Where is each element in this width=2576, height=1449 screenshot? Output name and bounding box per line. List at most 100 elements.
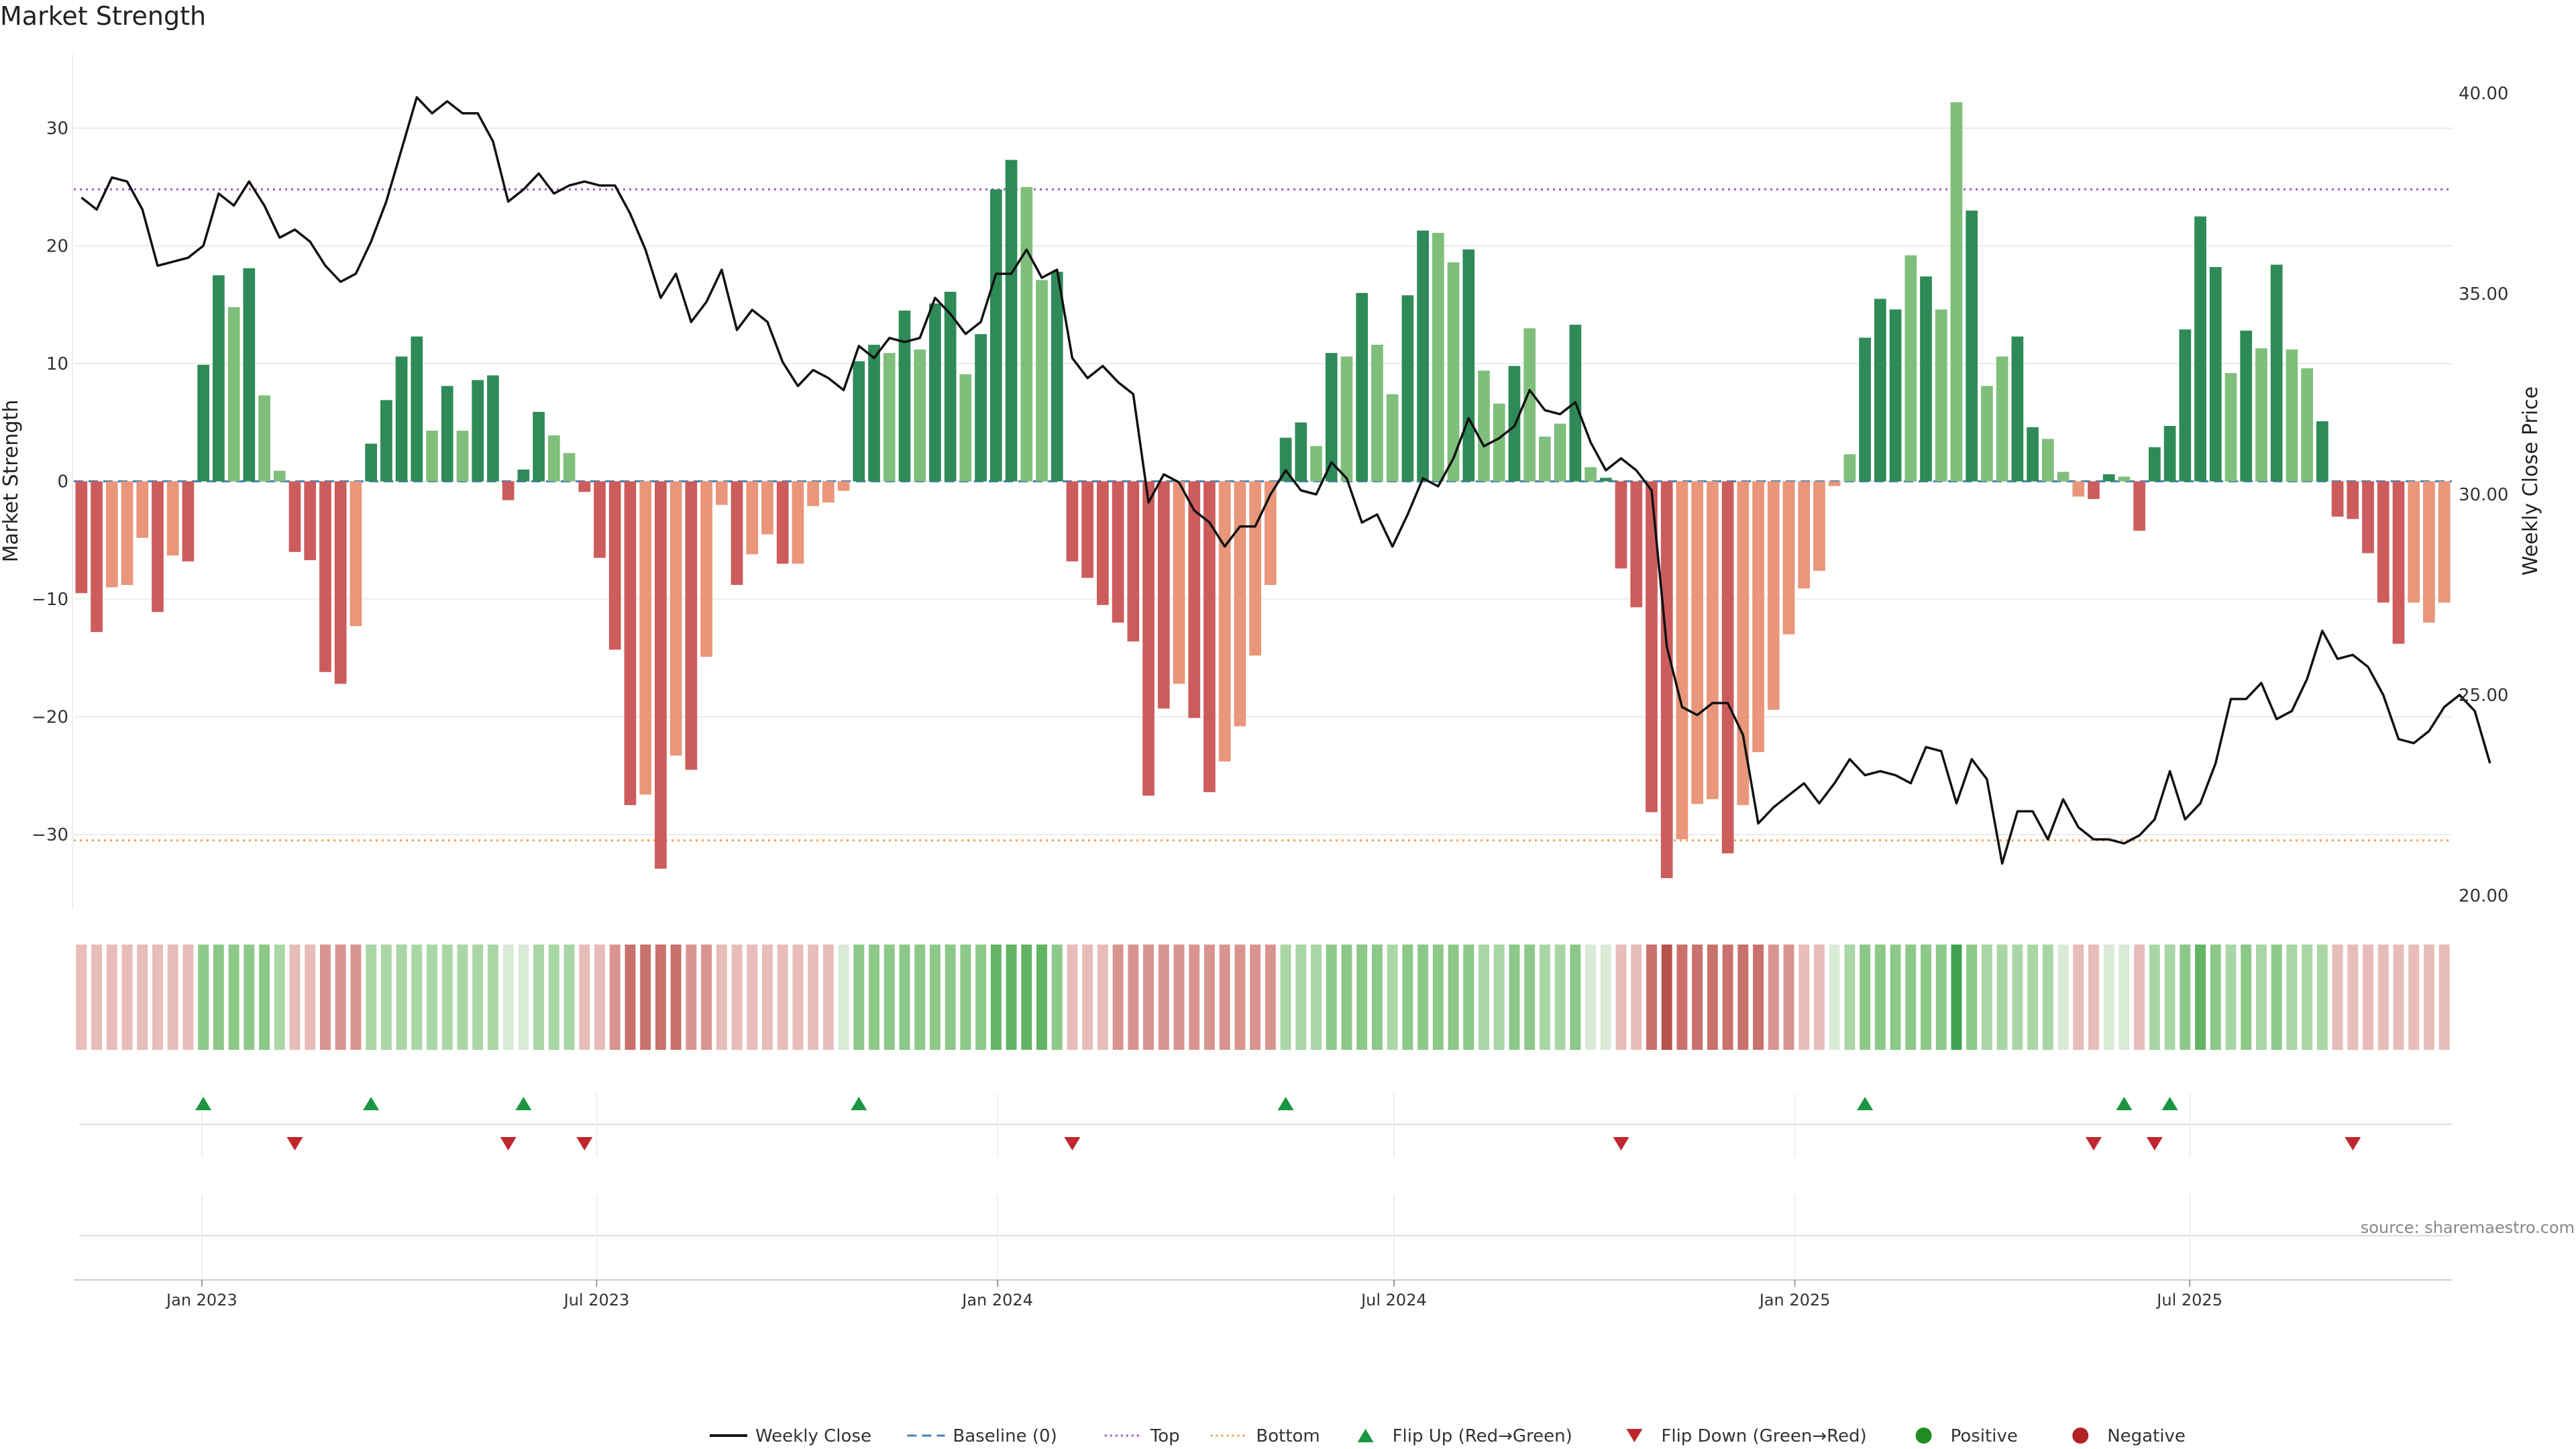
bar-week-113 bbox=[1798, 481, 1811, 589]
heat-cell-70 bbox=[1143, 945, 1155, 1050]
legend-item-3: Bottom bbox=[1210, 1426, 1320, 1446]
heat-cell-4 bbox=[137, 945, 148, 1050]
heat-cell-106 bbox=[1692, 945, 1703, 1050]
bar-week-152 bbox=[2392, 481, 2405, 644]
bar-week-88 bbox=[1417, 230, 1429, 482]
bar-week-38 bbox=[655, 481, 667, 869]
bar-week-71 bbox=[1157, 481, 1170, 709]
bar-week-9 bbox=[213, 275, 225, 482]
heat-cell-146 bbox=[2302, 945, 2313, 1050]
bar-week-124 bbox=[1966, 210, 1978, 482]
bar-week-48 bbox=[807, 481, 819, 506]
bar-week-143 bbox=[2255, 348, 2267, 482]
bar-week-14 bbox=[288, 481, 301, 552]
heat-cell-65 bbox=[1067, 945, 1078, 1050]
heat-cell-19 bbox=[366, 945, 377, 1050]
bar-week-61 bbox=[1005, 160, 1018, 482]
bar-week-30 bbox=[533, 411, 545, 482]
heat-cell-3 bbox=[121, 945, 133, 1050]
bar-week-52 bbox=[868, 344, 880, 482]
bar-week-85 bbox=[1371, 344, 1383, 482]
legend-item-6: Positive bbox=[1915, 1426, 2018, 1446]
bar-week-150 bbox=[2362, 481, 2374, 553]
bar-week-106 bbox=[1691, 481, 1704, 804]
bar-week-96 bbox=[1539, 436, 1551, 482]
heat-cell-11 bbox=[244, 945, 255, 1050]
legend-item-5: Flip Down (Green→Red) bbox=[1626, 1426, 1867, 1446]
bar-week-29 bbox=[517, 469, 530, 482]
heat-cell-68 bbox=[1112, 945, 1124, 1050]
bar-week-65 bbox=[1066, 481, 1079, 561]
bar-week-75 bbox=[1218, 481, 1231, 762]
heat-cell-154 bbox=[2423, 945, 2434, 1050]
bar-week-110 bbox=[1752, 481, 1764, 753]
bar-week-22 bbox=[411, 336, 423, 482]
flip-down-marker-6 bbox=[2146, 1137, 2163, 1150]
heat-cell-54 bbox=[899, 945, 910, 1050]
bar-week-144 bbox=[2270, 264, 2283, 482]
heat-cell-64 bbox=[1051, 945, 1063, 1050]
bar-week-115 bbox=[1828, 481, 1841, 486]
bar-week-114 bbox=[1813, 481, 1825, 571]
bar-week-145 bbox=[2286, 349, 2298, 482]
heat-cell-9 bbox=[213, 945, 224, 1050]
heat-cell-77 bbox=[1250, 945, 1261, 1050]
y2-tick-label-4: 40.00 bbox=[2459, 84, 2508, 104]
heat-cell-15 bbox=[305, 945, 316, 1050]
bar-week-62 bbox=[1020, 186, 1033, 482]
legend-label: Weekly Close bbox=[755, 1426, 871, 1446]
legend-label: Bottom bbox=[1256, 1426, 1320, 1446]
bar-week-58 bbox=[959, 374, 972, 482]
bar-week-122 bbox=[1935, 309, 1947, 482]
bar-week-141 bbox=[2224, 373, 2237, 482]
bar-week-66 bbox=[1081, 481, 1094, 578]
heat-cell-26 bbox=[472, 945, 484, 1050]
bar-week-109 bbox=[1737, 481, 1750, 806]
heat-cell-107 bbox=[1707, 945, 1718, 1050]
bar-week-26 bbox=[472, 380, 484, 482]
bar-week-142 bbox=[2240, 330, 2253, 482]
heat-cell-95 bbox=[1524, 945, 1536, 1050]
heat-cell-69 bbox=[1128, 945, 1139, 1050]
heat-cell-99 bbox=[1585, 945, 1597, 1050]
bar-week-136 bbox=[2149, 447, 2161, 482]
heat-cell-22 bbox=[411, 945, 423, 1050]
heat-cell-25 bbox=[457, 945, 468, 1050]
bar-week-46 bbox=[776, 481, 789, 564]
flip-down-marker-4 bbox=[1613, 1137, 1629, 1150]
heat-cell-13 bbox=[274, 945, 285, 1050]
bar-week-39 bbox=[669, 481, 682, 756]
bar-week-112 bbox=[1782, 481, 1795, 635]
heat-cell-1 bbox=[91, 945, 103, 1050]
heat-cell-16 bbox=[319, 945, 331, 1050]
heat-cell-130 bbox=[2057, 945, 2069, 1050]
heat-cell-14 bbox=[289, 945, 301, 1050]
bar-week-27 bbox=[487, 375, 499, 482]
bar-week-42 bbox=[715, 481, 728, 505]
heat-cell-127 bbox=[2012, 945, 2023, 1050]
flip-down-marker-1 bbox=[500, 1137, 517, 1150]
bar-week-64 bbox=[1051, 272, 1063, 482]
bar-week-111 bbox=[1767, 481, 1780, 710]
heat-cell-24 bbox=[441, 945, 453, 1050]
legend-label: Flip Down (Green→Red) bbox=[1661, 1426, 1866, 1446]
strength-bars bbox=[75, 102, 2451, 878]
heat-cell-51 bbox=[853, 945, 865, 1050]
bar-week-84 bbox=[1356, 292, 1368, 482]
bar-week-147 bbox=[2316, 421, 2328, 482]
bar-week-117 bbox=[1859, 337, 1871, 482]
bar-week-31 bbox=[547, 435, 560, 482]
heat-cell-52 bbox=[869, 945, 879, 1050]
heat-cell-104 bbox=[1661, 945, 1672, 1050]
heat-cell-142 bbox=[2241, 945, 2252, 1050]
heat-cell-110 bbox=[1753, 945, 1764, 1050]
bar-week-74 bbox=[1203, 481, 1216, 792]
heat-cell-148 bbox=[2332, 945, 2343, 1050]
heat-cell-56 bbox=[929, 945, 941, 1050]
bar-week-86 bbox=[1386, 394, 1399, 482]
heat-cell-88 bbox=[1417, 945, 1429, 1050]
legend-label: Baseline (0) bbox=[953, 1426, 1057, 1446]
bar-week-80 bbox=[1295, 422, 1307, 482]
reference-lines bbox=[74, 188, 2452, 842]
